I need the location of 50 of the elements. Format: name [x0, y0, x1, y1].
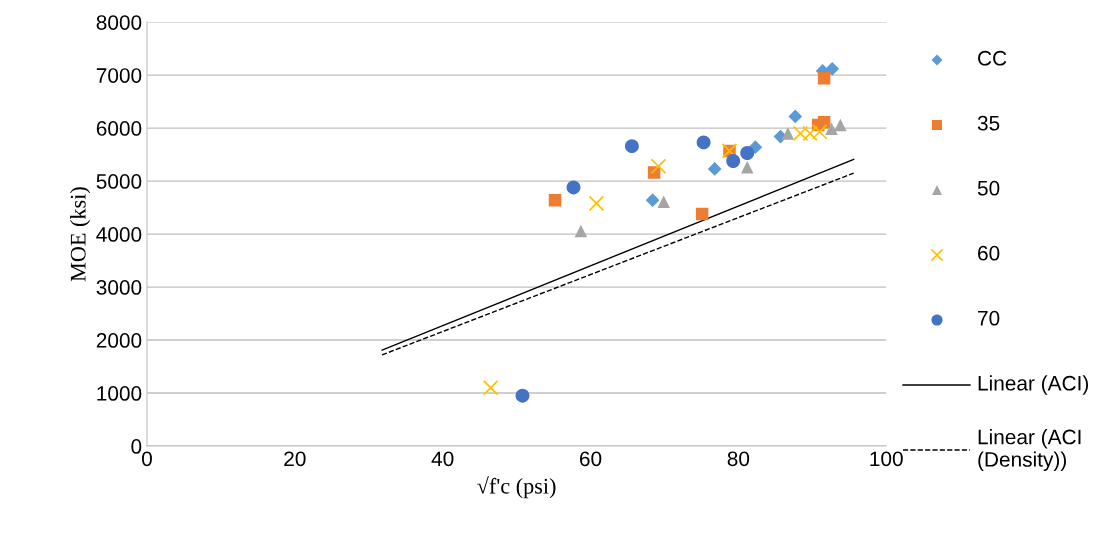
x-tick-label: 100 — [870, 451, 903, 467]
y-tick-label: 0 — [131, 439, 142, 454]
point — [802, 125, 818, 142]
x-tick-label: 20 — [284, 451, 306, 467]
point — [515, 388, 530, 403]
y-tick-label: 6000 — [96, 121, 142, 136]
point — [588, 195, 605, 212]
point — [811, 124, 828, 140]
point — [695, 207, 709, 221]
y-tick-label: 1000 — [97, 386, 142, 401]
point — [834, 118, 847, 132]
point — [817, 116, 831, 129]
x-axis-title: √f'c (psi) — [477, 475, 556, 499]
y-tick-label: 5000 — [96, 174, 142, 189]
point — [574, 224, 588, 238]
point — [825, 61, 840, 76]
y-axis-title: MOE (ksi) — [70, 187, 91, 282]
y-tick-label: 3000 — [96, 280, 142, 295]
point — [788, 109, 803, 124]
point — [624, 139, 639, 154]
point — [740, 161, 754, 174]
point — [707, 162, 722, 176]
y-tick-label: 8000 — [96, 15, 142, 30]
point — [645, 193, 660, 208]
y-tick-label: 2000 — [96, 333, 142, 348]
point — [781, 127, 795, 140]
y-tick-label: 4000 — [96, 227, 142, 242]
point — [726, 154, 741, 168]
y-tick-label: 7000 — [96, 68, 142, 83]
legend-label: 35 — [977, 115, 1000, 131]
point — [566, 180, 581, 195]
legend-label: 50 — [977, 180, 1000, 196]
x-tick-label: 60 — [579, 451, 602, 467]
point — [696, 135, 711, 150]
point — [825, 122, 838, 135]
legend-label: 60 — [978, 245, 1000, 261]
legend-label: 70 — [978, 310, 1000, 326]
legend-label: CC — [978, 50, 1007, 66]
x-tick-label: 0 — [141, 451, 152, 467]
x-tick-label: 40 — [431, 451, 454, 467]
point — [817, 72, 831, 85]
point — [548, 193, 562, 207]
point — [650, 158, 667, 175]
x-tick-label: 80 — [727, 451, 750, 467]
point — [740, 146, 755, 160]
legend-label: Linear (ACI (Density)) — [978, 429, 1081, 471]
point — [657, 195, 670, 209]
point — [482, 379, 499, 396]
point — [792, 125, 809, 142]
legend-label: Linear (ACI) — [978, 375, 1089, 395]
